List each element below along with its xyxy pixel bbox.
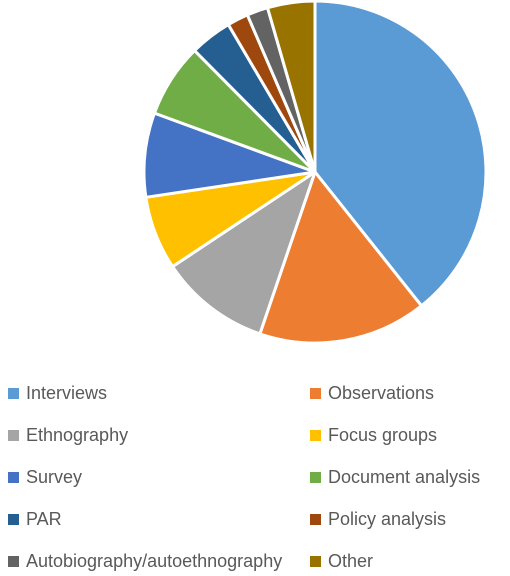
- legend-swatch: [310, 471, 321, 483]
- legend-swatch: [8, 471, 19, 483]
- pie-slice-interviews: [313, 0, 488, 308]
- legend-label: Focus groups: [328, 424, 438, 445]
- legend-item-policy-analysis: Policy analysis: [310, 504, 446, 534]
- legend-label: Autobiography/autoethnography: [26, 550, 283, 571]
- legend-swatch: [310, 429, 321, 441]
- legend-label: Survey: [26, 466, 83, 487]
- legend-swatch: [310, 387, 321, 399]
- legend-item-survey: Survey: [8, 462, 82, 492]
- legend-label: Policy analysis: [328, 508, 447, 529]
- legend-swatch: [8, 429, 19, 441]
- pie-slice-observations: [258, 170, 423, 345]
- legend-swatch: [310, 555, 321, 567]
- legend-item-interviews: Interviews: [8, 378, 107, 408]
- legend-label: Ethnography: [26, 424, 129, 445]
- legend-swatch: [8, 387, 19, 399]
- legend-item-observations: Observations: [310, 378, 434, 408]
- pie-chart: [142, 0, 488, 345]
- legend-item-document-analysis: Document analysis: [310, 462, 480, 492]
- legend-label: Document analysis: [328, 466, 481, 487]
- legend-item-other: Other: [310, 546, 373, 576]
- legend-swatch: [8, 513, 19, 525]
- legend-label: Interviews: [26, 382, 108, 403]
- pie-slice-ethnography: [171, 170, 317, 336]
- legend-swatch: [8, 555, 19, 567]
- legend-swatch: [310, 513, 321, 525]
- legend-label: Other: [328, 550, 374, 571]
- legend: Interviews Observations Ethnography Focus g…: [0, 376, 510, 572]
- legend-item-par: PAR: [8, 504, 62, 534]
- legend-item-autobiography-autoethnography: Autobiography/autoethnography: [8, 546, 282, 576]
- legend-label: PAR: [26, 508, 62, 529]
- pie-slice-other: [266, 0, 317, 174]
- legend-item-ethnography: Ethnography: [8, 420, 128, 450]
- legend-item-focus-groups: Focus groups: [310, 420, 437, 450]
- legend-label: Observations: [328, 382, 435, 403]
